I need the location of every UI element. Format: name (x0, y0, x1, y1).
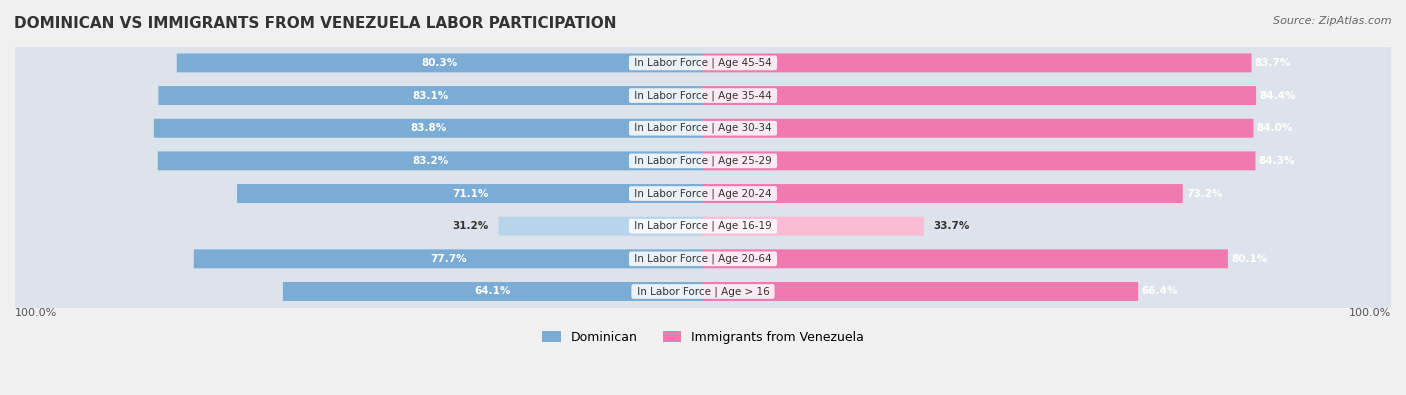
FancyBboxPatch shape (177, 53, 703, 72)
Text: 64.1%: 64.1% (475, 286, 512, 297)
Text: 100.0%: 100.0% (1348, 308, 1391, 318)
Text: In Labor Force | Age 20-64: In Labor Force | Age 20-64 (631, 254, 775, 264)
Text: 83.8%: 83.8% (411, 123, 447, 133)
Text: 80.1%: 80.1% (1232, 254, 1267, 264)
FancyBboxPatch shape (703, 249, 1227, 268)
Text: 84.3%: 84.3% (1258, 156, 1295, 166)
Text: In Labor Force | Age 35-44: In Labor Force | Age 35-44 (631, 90, 775, 101)
FancyBboxPatch shape (283, 282, 703, 301)
FancyBboxPatch shape (703, 86, 1256, 105)
Text: In Labor Force | Age 30-34: In Labor Force | Age 30-34 (631, 123, 775, 134)
Text: 73.2%: 73.2% (1185, 188, 1222, 199)
FancyBboxPatch shape (157, 151, 703, 170)
Text: In Labor Force | Age 20-24: In Labor Force | Age 20-24 (631, 188, 775, 199)
Text: DOMINICAN VS IMMIGRANTS FROM VENEZUELA LABOR PARTICIPATION: DOMINICAN VS IMMIGRANTS FROM VENEZUELA L… (14, 16, 617, 31)
FancyBboxPatch shape (15, 275, 1391, 308)
FancyBboxPatch shape (15, 209, 1391, 243)
FancyBboxPatch shape (238, 184, 703, 203)
Text: 100.0%: 100.0% (15, 308, 58, 318)
FancyBboxPatch shape (159, 86, 703, 105)
FancyBboxPatch shape (194, 249, 703, 268)
FancyBboxPatch shape (703, 53, 1251, 72)
FancyBboxPatch shape (15, 177, 1391, 210)
FancyBboxPatch shape (703, 184, 1182, 203)
FancyBboxPatch shape (499, 217, 703, 236)
Text: In Labor Force | Age 16-19: In Labor Force | Age 16-19 (631, 221, 775, 231)
Text: In Labor Force | Age > 16: In Labor Force | Age > 16 (634, 286, 772, 297)
Text: Source: ZipAtlas.com: Source: ZipAtlas.com (1274, 16, 1392, 26)
FancyBboxPatch shape (153, 119, 703, 138)
Text: 33.7%: 33.7% (934, 221, 970, 231)
Text: 80.3%: 80.3% (422, 58, 458, 68)
FancyBboxPatch shape (15, 144, 1391, 177)
Legend: Dominican, Immigrants from Venezuela: Dominican, Immigrants from Venezuela (537, 325, 869, 348)
Text: 84.0%: 84.0% (1257, 123, 1294, 133)
Text: 31.2%: 31.2% (453, 221, 489, 231)
FancyBboxPatch shape (15, 79, 1391, 112)
Text: 83.7%: 83.7% (1254, 58, 1291, 68)
Text: 84.4%: 84.4% (1260, 90, 1296, 101)
FancyBboxPatch shape (15, 46, 1391, 79)
FancyBboxPatch shape (15, 111, 1391, 145)
FancyBboxPatch shape (15, 242, 1391, 275)
Text: 83.1%: 83.1% (412, 90, 449, 101)
Text: In Labor Force | Age 25-29: In Labor Force | Age 25-29 (631, 156, 775, 166)
FancyBboxPatch shape (703, 282, 1139, 301)
Text: 66.4%: 66.4% (1142, 286, 1178, 297)
FancyBboxPatch shape (703, 119, 1254, 138)
Text: In Labor Force | Age 45-54: In Labor Force | Age 45-54 (631, 58, 775, 68)
FancyBboxPatch shape (703, 217, 924, 236)
Text: 83.2%: 83.2% (412, 156, 449, 166)
FancyBboxPatch shape (703, 151, 1256, 170)
Text: 77.7%: 77.7% (430, 254, 467, 264)
Text: 71.1%: 71.1% (451, 188, 488, 199)
